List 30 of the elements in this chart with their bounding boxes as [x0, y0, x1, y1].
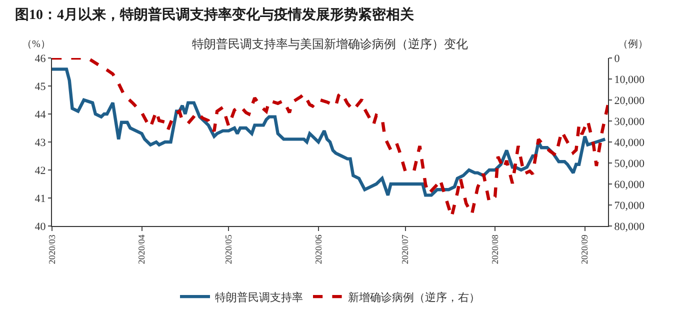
line-series [52, 68, 607, 197]
chart-title: 图10：4月以来，特朗普民调支持率变化与疫情发展形势紧密相关 [15, 6, 414, 23]
x-tick-label: 2020/04 [136, 234, 147, 264]
y-tick-label: 45 [34, 80, 46, 93]
y2-tick-label: 10,000 [614, 74, 645, 86]
y2-tick-label: 40,000 [614, 136, 645, 149]
y-tick-label: 46 [34, 52, 46, 65]
chart-subtitle: 特朗普民调支持率与美国新增确诊病例（逆序）变化 [192, 37, 468, 51]
y2-axis-title: （例） [618, 39, 648, 50]
x-tick-label: 2020/03 [46, 234, 57, 264]
x-tick-label: 2020/07 [400, 234, 410, 264]
y2-tick-label: 70,000 [614, 200, 645, 212]
x-tick-label: 2020/06 [313, 234, 324, 264]
y2-tick-label: 80,000 [614, 220, 645, 233]
y2-tick-label: 50,000 [614, 158, 645, 170]
legend-label: 特朗普民调支持率 [215, 290, 303, 304]
y-tick-label: 41 [34, 192, 46, 205]
x-tick-label: 2020/09 [580, 234, 590, 264]
x-tick-label: 2020/05 [224, 234, 234, 264]
x-tick-label: 2020/08 [490, 234, 500, 264]
y-tick-label: 42 [34, 164, 46, 177]
y-tick-label: 43 [34, 136, 46, 149]
y2-tick-label: 0 [614, 52, 620, 65]
y-tick-label: 40 [34, 220, 46, 233]
y2-tick-label: 30,000 [614, 116, 645, 128]
y2-tick-label: 20,000 [614, 94, 645, 107]
y-axis-title: （%） [22, 39, 50, 50]
y2-tick-label: 60,000 [614, 178, 645, 191]
y-tick-label: 44 [34, 108, 46, 121]
legend-label: 新增确诊病例（逆序，右） [348, 290, 480, 304]
